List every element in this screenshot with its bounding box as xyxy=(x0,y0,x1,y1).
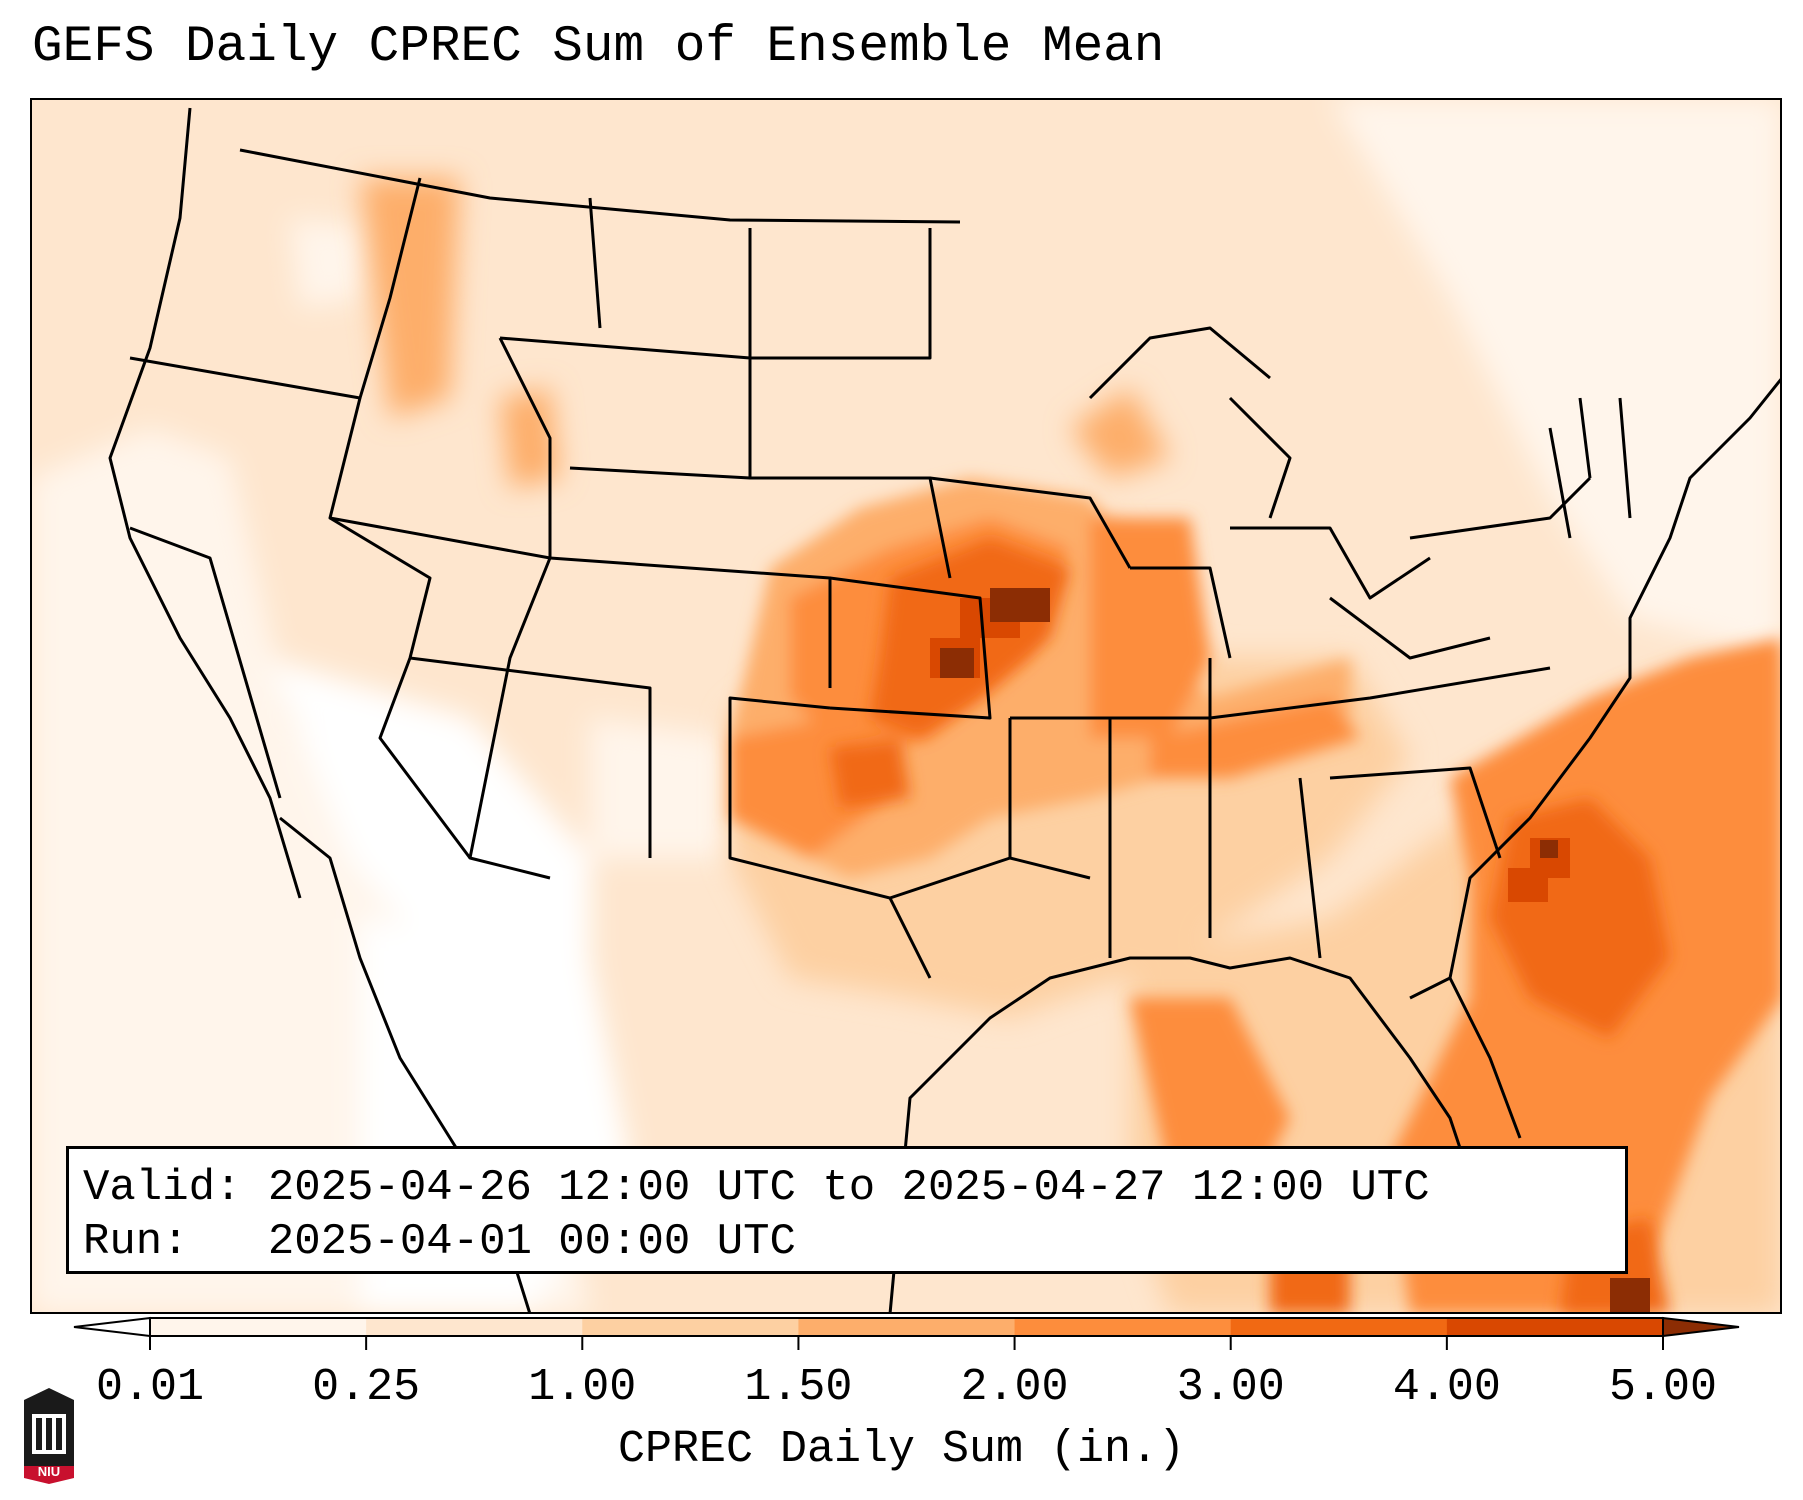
valid-run-info-box: Valid: 2025-04-26 12:00 UTC to 2025-04-2… xyxy=(66,1146,1628,1274)
colorbar-extend-max xyxy=(1662,1316,1740,1338)
colorbar-outline xyxy=(149,1317,1664,1337)
colorbar-tick-label: 1.50 xyxy=(744,1362,853,1413)
colorbar-segment xyxy=(582,1318,799,1336)
precip-field-extreme xyxy=(930,588,1650,1314)
colorbar-segment xyxy=(366,1318,583,1336)
colorbar-segment xyxy=(150,1318,367,1336)
colorbar-extend-min xyxy=(73,1316,151,1338)
colorbar-segments xyxy=(73,1316,1740,1338)
boundary-lines xyxy=(108,107,1782,1314)
map-border xyxy=(30,98,1782,1314)
colorbar-segment xyxy=(1230,1318,1448,1336)
valid-time-text: Valid: 2025-04-26 12:00 UTC to 2025-04-2… xyxy=(83,1163,1430,1213)
page-title: GEFS Daily CPREC Sum of Ensemble Mean xyxy=(32,19,1165,76)
colorbar-tick-label: 0.25 xyxy=(312,1362,421,1413)
colorbar-label: CPREC Daily Sum (in.) xyxy=(617,1424,1186,1475)
colorbar-tick-label: 4.00 xyxy=(1392,1362,1501,1413)
precipitation-map xyxy=(30,98,1782,1314)
colorbar-tick-label: 0.01 xyxy=(95,1362,205,1413)
precip-field-light xyxy=(30,98,1782,1314)
colorbar-tick-label: 5.00 xyxy=(1608,1362,1718,1413)
colorbar-ticks xyxy=(149,1336,1664,1350)
colorbar-tick-label: 2.00 xyxy=(960,1362,1069,1413)
run-time-text: Run: 2025-04-01 00:00 UTC xyxy=(83,1217,796,1267)
colorbar-segment xyxy=(798,1318,1016,1336)
colorbar-segment xyxy=(1446,1318,1664,1336)
niu-logo xyxy=(24,1388,74,1484)
colorbar-segment xyxy=(1014,1318,1232,1336)
niu-logo-text: NIU xyxy=(37,1464,61,1479)
colorbar-tick-label: 1.00 xyxy=(528,1362,637,1413)
colorbar-tick-label: 3.00 xyxy=(1176,1362,1285,1413)
